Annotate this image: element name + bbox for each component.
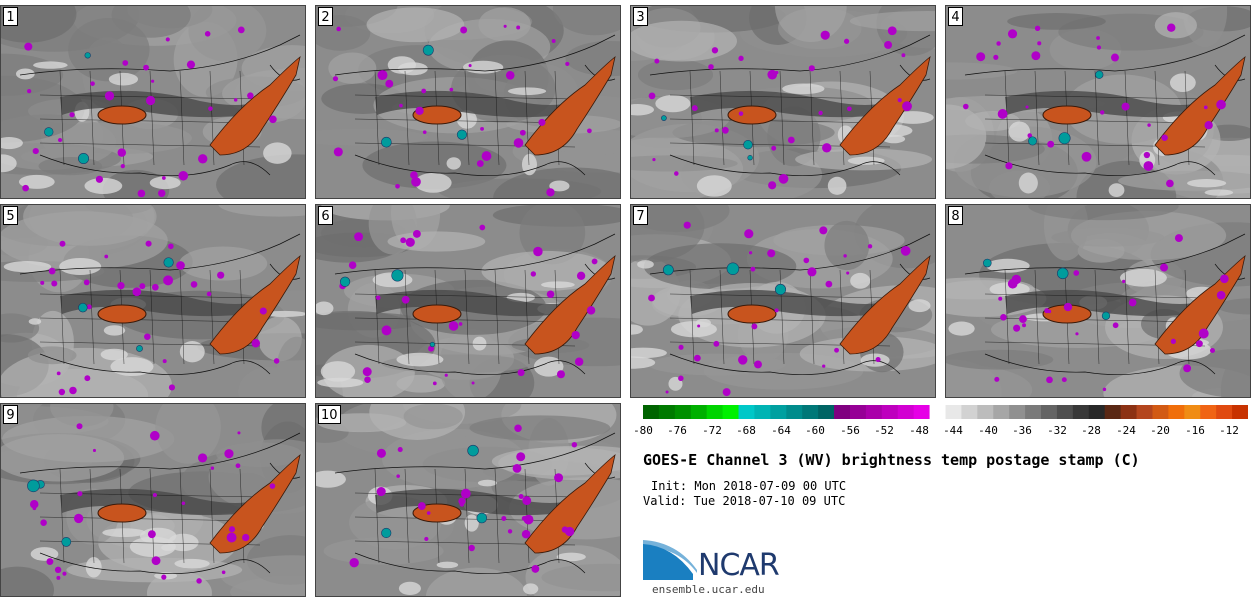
colorbar-swatch [1168, 405, 1185, 419]
colorbar-swatch [1056, 405, 1074, 419]
wv-map [945, 5, 1251, 199]
colorbar-swatch [977, 405, 994, 419]
colorbar-tick: -12 [1219, 424, 1239, 437]
colorbar-swatch [786, 405, 803, 419]
colorbar-swatch [1216, 405, 1233, 419]
colorbar-tick: -20 [1150, 424, 1170, 437]
wv-map [0, 204, 306, 398]
colorbar-swatch [929, 405, 947, 419]
colorbar-tick: -72 [702, 424, 722, 437]
stamp-panel-6: 6 [315, 204, 621, 398]
wv-map [315, 5, 621, 199]
colorbar-swatch [706, 405, 724, 419]
colorbar-swatch [865, 405, 883, 419]
member-label: 1 [3, 7, 18, 26]
colorbar-tick: -76 [667, 424, 687, 437]
colorbar-swatch [1184, 405, 1201, 419]
colorbar-tick: -28 [1081, 424, 1101, 437]
colorbar-swatch [738, 405, 756, 419]
colorbar-swatch [1152, 405, 1169, 419]
colorbar-swatch [945, 405, 963, 419]
stamp-panel-5: 5 [0, 204, 306, 398]
init-time: Init: Mon 2018-07-09 00 UTC [651, 479, 847, 493]
colorbar-swatch [770, 405, 787, 419]
colorbar-swatch [674, 405, 692, 419]
colorbar-swatch [1088, 405, 1106, 419]
wv-map [0, 403, 306, 597]
colorbar-swatch [897, 405, 915, 419]
colorbar-tick: -32 [1047, 424, 1067, 437]
member-label: 6 [318, 206, 333, 225]
member-label: 4 [948, 7, 963, 26]
member-label: 2 [318, 7, 333, 26]
wv-map [315, 403, 621, 597]
colorbar-swatch [802, 405, 819, 419]
valid-time: Valid: Tue 2018-07-10 09 UTC [643, 494, 846, 508]
colorbar-swatch [913, 405, 931, 419]
colorbar-tick: -56 [840, 424, 860, 437]
stamp-panel-9: 9 [0, 403, 306, 597]
colorbar-tick: -60 [805, 424, 825, 437]
stamp-panel-8: 8 [945, 204, 1251, 398]
colorbar-swatch [961, 405, 978, 419]
member-label: 8 [948, 206, 963, 225]
colorbar-swatch [818, 405, 835, 419]
colorbar [643, 405, 1248, 419]
colorbar-swatch [1025, 405, 1042, 419]
colorbar-swatch [834, 405, 851, 419]
colorbar-tick: -80 [633, 424, 653, 437]
member-label: 9 [3, 405, 18, 424]
colorbar-swatch [881, 405, 899, 419]
colorbar-swatch [1072, 405, 1090, 419]
wv-map [945, 204, 1251, 398]
colorbar-swatch [1200, 405, 1217, 419]
colorbar-swatch [643, 405, 660, 419]
colorbar-tick: -44 [943, 424, 963, 437]
colorbar-tick: -64 [771, 424, 791, 437]
stamp-panel-2: 2 [315, 5, 621, 199]
colorbar-tick: -52 [874, 424, 894, 437]
colorbar-swatch [754, 405, 771, 419]
colorbar-tick: -48 [909, 424, 929, 437]
figure-title: GOES-E Channel 3 (WV) brightness temp po… [643, 451, 1140, 469]
wv-map [630, 5, 936, 199]
wv-map [315, 204, 621, 398]
colorbar-swatch [993, 405, 1010, 419]
colorbar-tick: -40 [978, 424, 998, 437]
colorbar-swatch [1104, 405, 1122, 419]
member-label: 10 [318, 405, 341, 424]
site-url: ensemble.ucar.edu [652, 583, 765, 596]
stamp-panel-10: 10 [315, 403, 621, 597]
colorbar-swatch [658, 405, 676, 419]
stamp-panel-7: 7 [630, 204, 936, 398]
colorbar-swatch [1120, 405, 1138, 419]
colorbar-swatch [722, 405, 740, 419]
colorbar-tick: -36 [1012, 424, 1032, 437]
wv-map [0, 5, 306, 199]
colorbar-tick: -68 [736, 424, 756, 437]
stamp-panel-3: 3 [630, 5, 936, 199]
colorbar-swatch [1136, 405, 1154, 419]
colorbar-swatch [690, 405, 708, 419]
colorbar-tick: -24 [1116, 424, 1136, 437]
logo-text: NCAR [698, 548, 780, 583]
ncar-logo-icon [643, 540, 697, 580]
member-label: 5 [3, 206, 18, 225]
colorbar-tick: -16 [1185, 424, 1205, 437]
member-label: 3 [633, 7, 648, 26]
colorbar-swatch [849, 405, 867, 419]
member-label: 7 [633, 206, 648, 225]
stamp-panel-4: 4 [945, 5, 1251, 199]
wv-map [630, 204, 936, 398]
colorbar-swatch [1041, 405, 1058, 419]
colorbar-swatch [1009, 405, 1026, 419]
stamp-panel-1: 1 [0, 5, 306, 199]
colorbar-swatch [1232, 405, 1248, 419]
